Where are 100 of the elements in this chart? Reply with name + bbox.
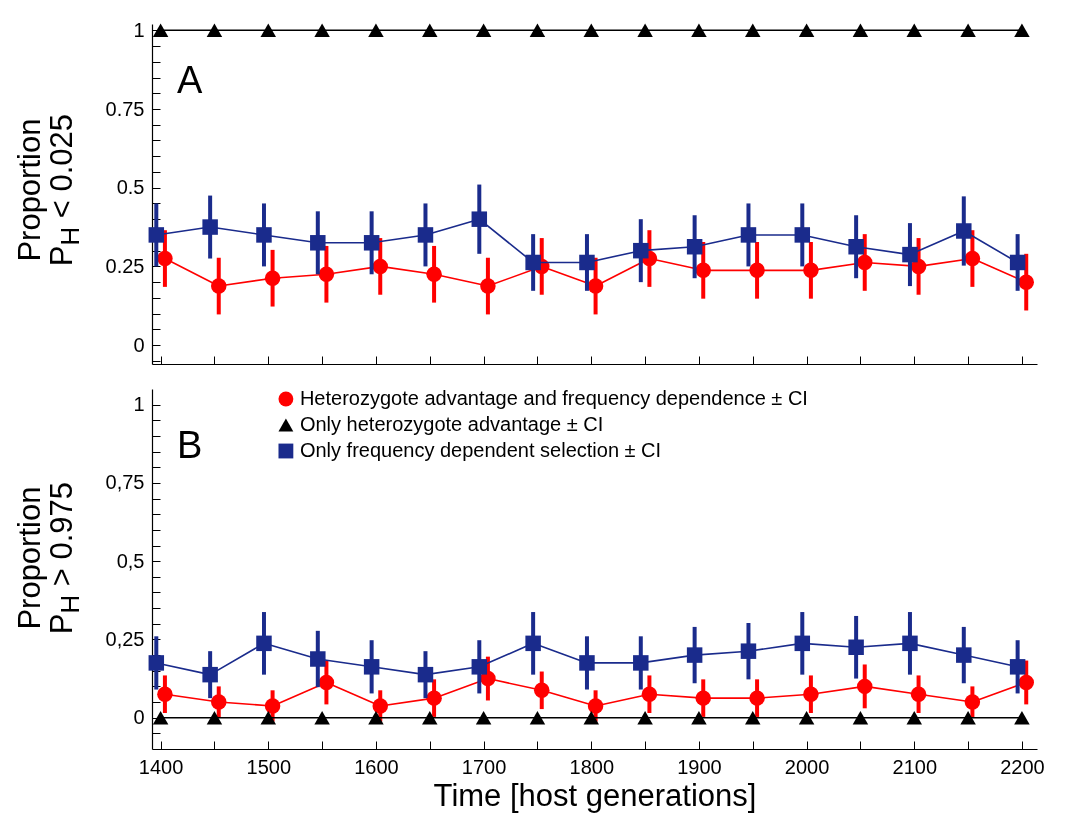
point: [740, 643, 757, 659]
point: [695, 690, 711, 706]
point: [691, 710, 707, 725]
point: [525, 254, 541, 271]
point: [633, 655, 649, 671]
point: [848, 238, 864, 255]
point: [960, 710, 976, 725]
point: [1018, 274, 1034, 290]
point: [417, 666, 434, 683]
point: [902, 635, 918, 652]
point: [534, 682, 550, 699]
y-tick-label: 0.5: [116, 176, 145, 199]
point: [583, 23, 600, 37]
y-tick-label: 0: [133, 333, 145, 356]
point: [260, 23, 277, 37]
point: [803, 686, 819, 702]
point: [202, 666, 218, 683]
point: [475, 710, 492, 725]
point: [152, 23, 169, 37]
point: [587, 698, 604, 714]
point: [794, 227, 811, 243]
point: [318, 266, 335, 283]
x-tick-label: 1800: [569, 755, 615, 778]
point: [211, 278, 227, 294]
point: [363, 235, 380, 251]
point: [960, 23, 976, 37]
point: [157, 250, 173, 267]
y-tick-label: 0.25: [105, 254, 145, 277]
point: [956, 223, 972, 239]
x-tick-label: 1400: [138, 755, 184, 778]
point: [206, 23, 223, 37]
point: [798, 710, 815, 725]
point: [1014, 710, 1030, 725]
point: [749, 690, 765, 706]
x-tick-label: 1600: [354, 755, 399, 778]
point: [148, 655, 165, 671]
point: [368, 710, 384, 725]
point: [256, 635, 272, 652]
point: [426, 690, 442, 706]
y-tick-label: 1: [133, 393, 145, 416]
point: [471, 659, 488, 675]
x-tick-label: 1900: [677, 755, 722, 778]
point: [480, 278, 496, 294]
point: [417, 227, 434, 243]
point: [745, 23, 761, 37]
point: [426, 266, 442, 283]
point: [956, 647, 972, 663]
point: [798, 23, 815, 37]
x-tick-label: 1700: [461, 755, 507, 778]
point: [856, 254, 873, 271]
point: [310, 651, 326, 667]
legend-label: Heterozygote advantage and frequency dependence ± CI: [299, 387, 808, 409]
point: [471, 211, 488, 227]
point: [803, 262, 819, 279]
point: [637, 710, 653, 725]
point: [157, 686, 173, 702]
point: [910, 686, 927, 702]
point: [372, 258, 388, 275]
point: [637, 23, 653, 37]
point: [1009, 659, 1026, 675]
point: [256, 227, 272, 243]
point: [1018, 674, 1034, 691]
point: [695, 262, 711, 279]
annotation: A: [177, 59, 203, 101]
y-tick-label: 0,25: [105, 627, 145, 650]
point: [148, 227, 165, 243]
x-tick-label: 2000: [784, 755, 830, 778]
point: [848, 639, 864, 656]
point: [318, 674, 335, 691]
y-tick-label: 0,5: [116, 549, 145, 572]
point: [856, 678, 873, 695]
y-tick-label: 0: [133, 706, 145, 729]
point: [686, 238, 703, 255]
point: [579, 655, 595, 671]
point: [794, 635, 811, 652]
point: [749, 262, 765, 279]
point: [264, 270, 281, 286]
point: [264, 698, 281, 714]
x-axis-title: Time [host generations]: [433, 777, 757, 813]
x-tick-label: 1500: [246, 755, 292, 778]
point: [852, 710, 869, 725]
point: [363, 659, 380, 675]
point: [1009, 254, 1026, 271]
point: [740, 227, 757, 243]
point: [372, 698, 388, 714]
point: [202, 219, 218, 235]
point: [691, 23, 707, 37]
point: [964, 250, 981, 267]
x-tick-label: 2100: [892, 755, 938, 778]
point: [475, 23, 492, 37]
point: [314, 23, 330, 37]
point: [579, 254, 595, 271]
point: [587, 278, 604, 294]
annotation: B: [177, 424, 203, 466]
point: [314, 710, 330, 725]
point: [525, 635, 541, 652]
point: [1014, 23, 1030, 37]
point: [422, 23, 438, 37]
point: [206, 710, 223, 725]
point: [529, 23, 546, 37]
